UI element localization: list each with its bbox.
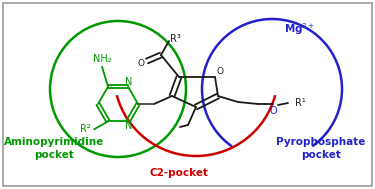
- Text: O: O: [269, 106, 277, 116]
- Text: C2-pocket: C2-pocket: [150, 168, 209, 178]
- Text: Pyrophosphate
pocket: Pyrophosphate pocket: [276, 137, 365, 160]
- Text: Mg$^{2+}$: Mg$^{2+}$: [284, 21, 316, 37]
- Text: NH₂: NH₂: [93, 54, 111, 64]
- Text: R¹: R¹: [295, 98, 305, 108]
- Text: O: O: [138, 59, 144, 67]
- Text: R²: R²: [80, 124, 90, 134]
- Text: R³: R³: [170, 34, 180, 44]
- Text: O: O: [216, 67, 223, 75]
- Text: N: N: [125, 77, 133, 87]
- Text: N: N: [125, 121, 133, 131]
- Text: Aminopyrimidine
pocket: Aminopyrimidine pocket: [4, 137, 105, 160]
